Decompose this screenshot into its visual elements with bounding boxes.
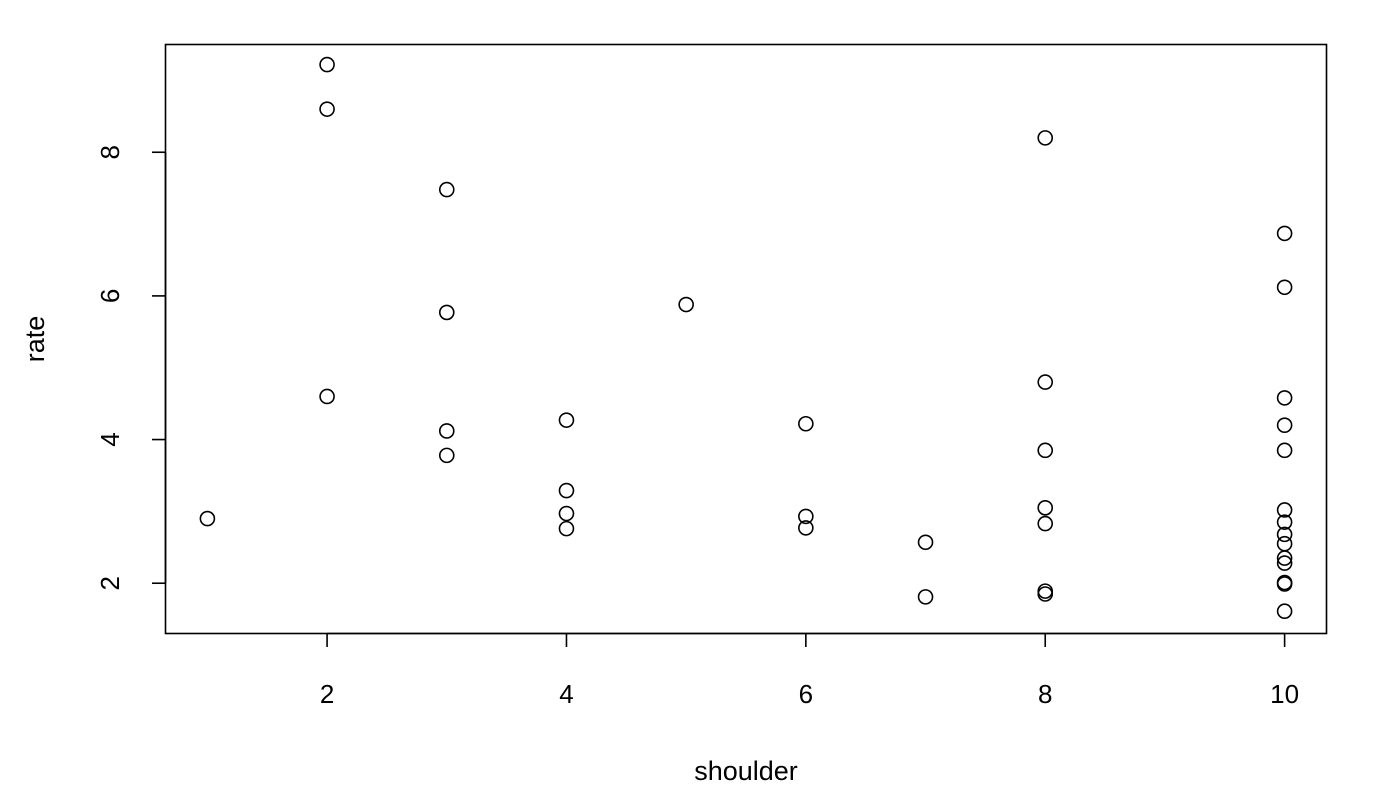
x-tick-label: 2	[320, 679, 334, 709]
data-point	[1276, 535, 1293, 552]
y-tick-label: 6	[95, 289, 125, 303]
data-point	[558, 520, 575, 537]
data-point	[1276, 603, 1293, 620]
y-tick-label: 8	[95, 145, 125, 159]
data-point	[438, 304, 455, 321]
data-point	[798, 415, 814, 432]
data-point	[438, 423, 455, 439]
data-point	[1037, 130, 1054, 146]
data-point	[319, 101, 335, 117]
x-tick-label: 10	[1270, 679, 1299, 709]
data-point	[558, 505, 575, 522]
data-point	[917, 589, 934, 605]
y-tick-label: 2	[95, 576, 125, 590]
data-point	[438, 181, 455, 198]
data-point	[1276, 550, 1293, 566]
data-point	[558, 482, 575, 499]
data-points	[199, 56, 1293, 620]
data-point	[1276, 225, 1293, 242]
data-point	[319, 388, 335, 405]
data-point	[199, 510, 216, 527]
plot-frame	[164, 43, 1328, 635]
data-point	[1037, 374, 1054, 390]
data-point	[798, 520, 814, 536]
data-point	[678, 296, 694, 313]
data-point	[1037, 499, 1054, 516]
data-point	[1276, 417, 1293, 433]
data-point	[1276, 514, 1293, 530]
x-tick-label: 4	[559, 679, 573, 709]
data-point	[1037, 515, 1054, 532]
data-point	[1276, 555, 1293, 571]
y-tick-label: 4	[95, 432, 125, 446]
y-axis: 2 4 6 8	[95, 145, 167, 590]
data-point	[1037, 586, 1054, 602]
y-axis-title: rate	[20, 316, 50, 363]
data-point	[1276, 502, 1293, 518]
x-tick-label: 8	[1038, 679, 1052, 709]
data-point	[438, 447, 455, 464]
x-tick-label: 6	[799, 679, 813, 709]
data-point	[917, 534, 934, 551]
data-point	[1276, 526, 1293, 543]
x-axis-title: shoulder	[694, 756, 798, 786]
data-point	[319, 56, 335, 73]
data-point	[1276, 390, 1293, 406]
data-point	[1276, 279, 1293, 296]
x-axis: 2 4 6 8 10	[320, 632, 1299, 709]
data-point	[558, 412, 575, 428]
data-point	[798, 508, 814, 525]
data-point	[1276, 442, 1293, 459]
data-point	[1037, 442, 1054, 459]
data-point	[1276, 576, 1293, 592]
